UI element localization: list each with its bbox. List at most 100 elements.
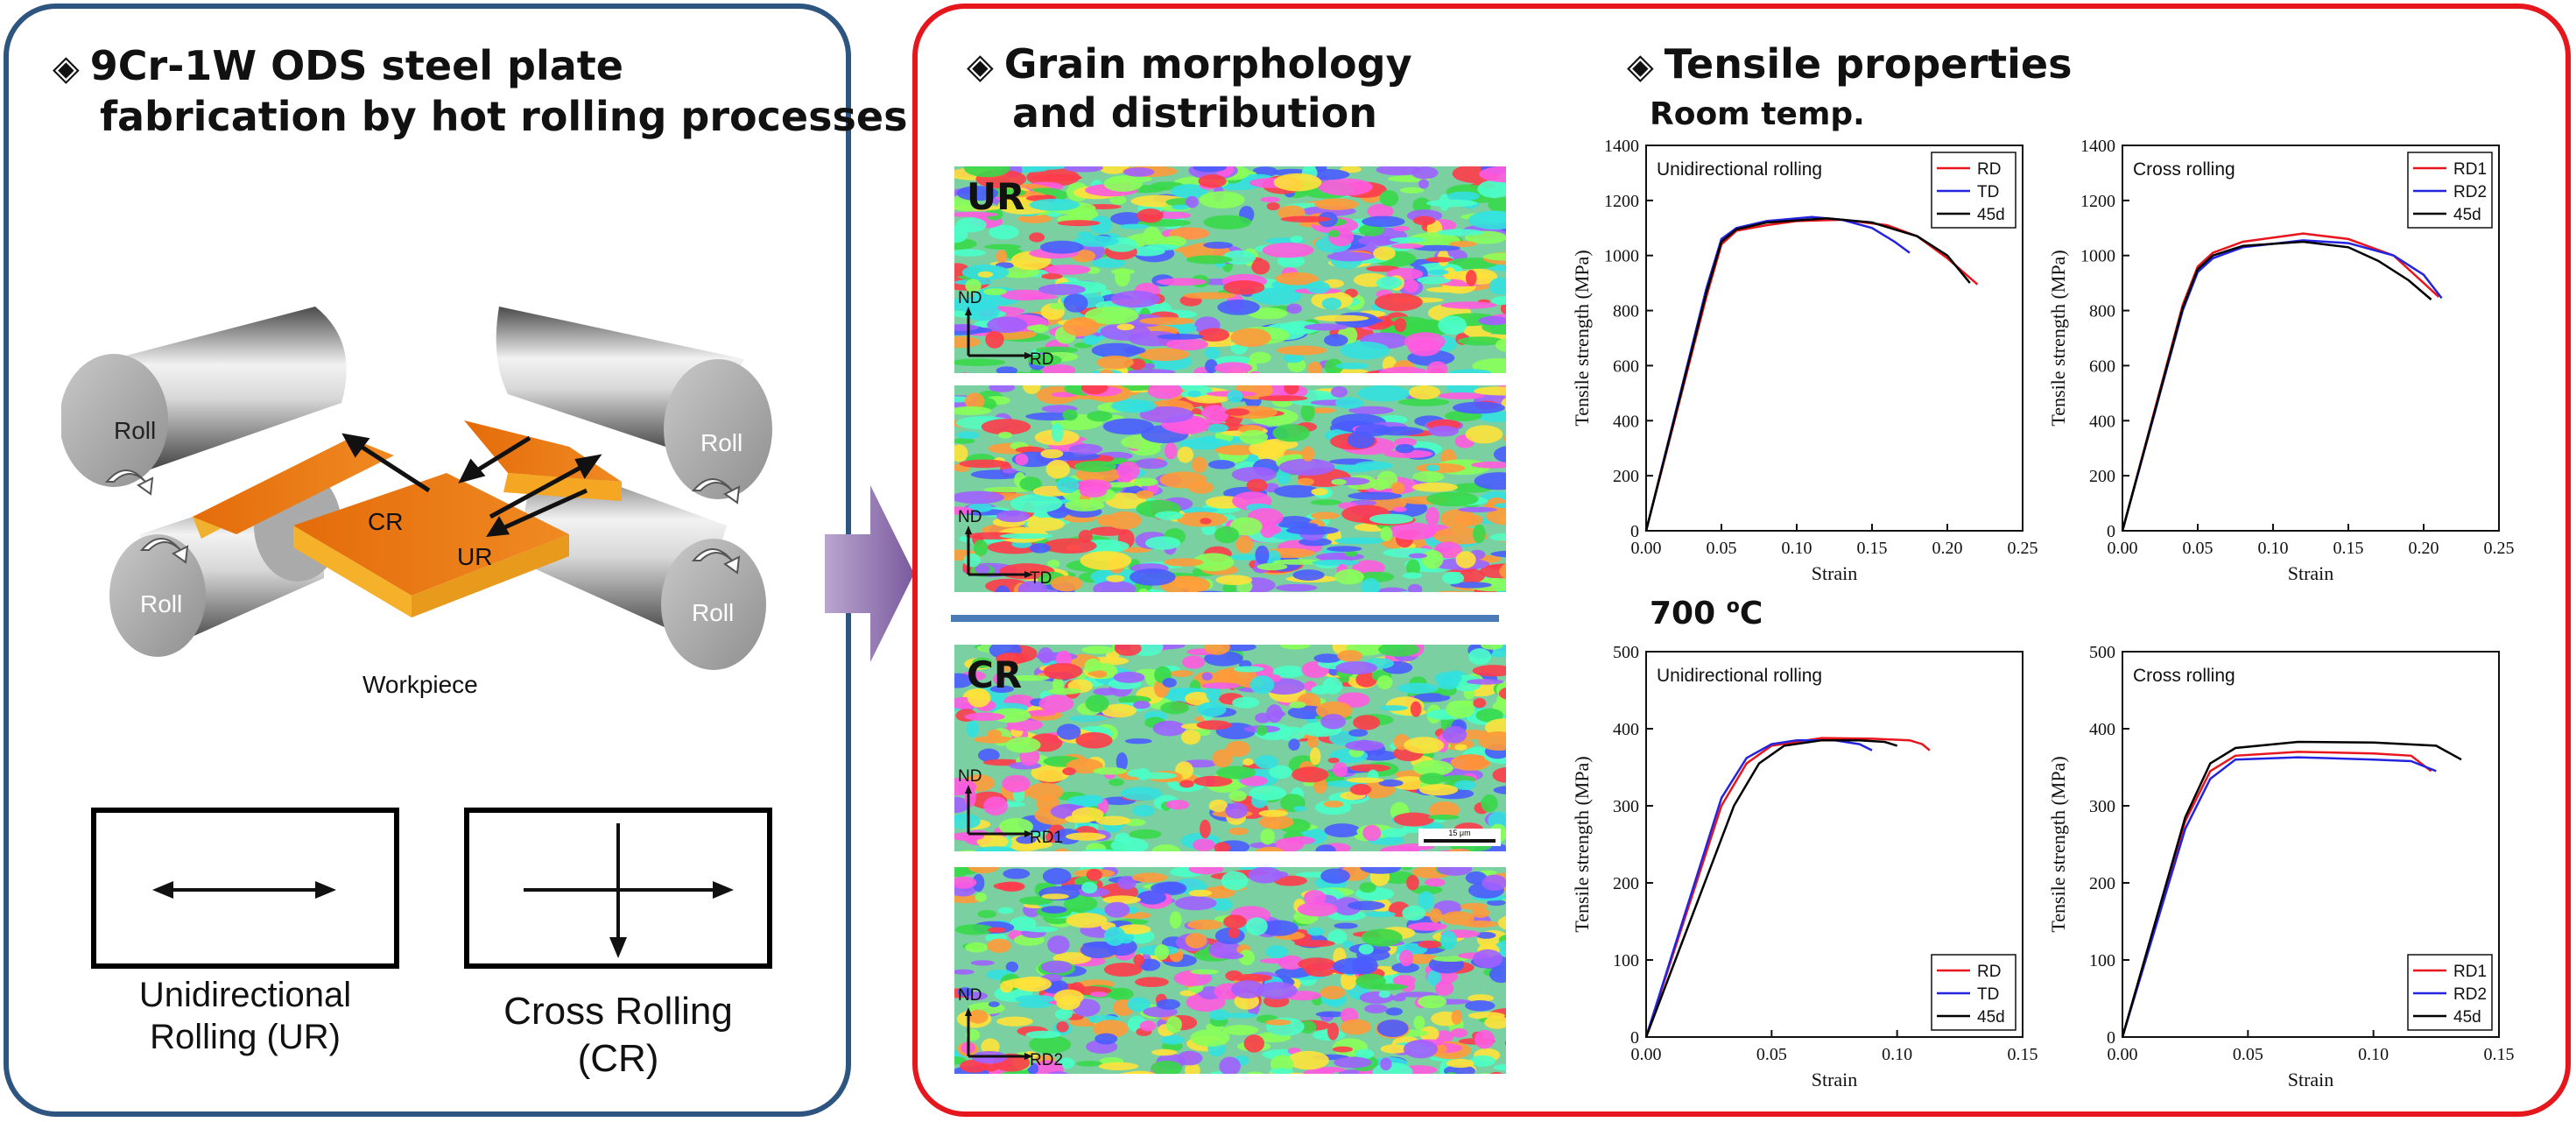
y-tick-label: 300: [2089, 797, 2115, 816]
roll-lower-left-face: [109, 534, 206, 657]
diamond-bullet-icon: ◈: [53, 48, 80, 88]
y-tick-label: 400: [1613, 412, 1639, 431]
chart-title: Unidirectional rolling: [1657, 666, 1822, 686]
legend-label: RD1: [2453, 963, 2487, 981]
x-tick-label: 0.20: [1932, 539, 1963, 558]
x-axis-label: Strain: [1812, 1069, 1858, 1090]
x-tick-label: 0.10: [1782, 539, 1812, 558]
x-tick-label: 0.00: [2108, 539, 2138, 558]
roll-label-upper-left: Roll: [114, 417, 157, 444]
tensile-heading-text: Tensile properties: [1664, 40, 2073, 88]
ur-tag: UR: [967, 175, 1025, 218]
chart-title: Cross rolling: [2133, 666, 2235, 686]
flow-arrow-icon: [825, 485, 914, 662]
series-line-RD2: [2121, 756, 2437, 1038]
axis-arrows-icon: [965, 307, 1033, 359]
cr-caption-line1: Cross Rolling: [503, 990, 733, 1033]
nd-axis-label: ND: [958, 986, 982, 1005]
axis-arrows-icon: [965, 1007, 1033, 1060]
x-tick-label: 0.20: [2409, 539, 2439, 558]
x-tick-label: 0.15: [2333, 539, 2364, 558]
y-tick-label: 500: [2089, 643, 2115, 662]
y-tick-label: 500: [1613, 643, 1639, 662]
workpiece-label: Workpiece: [362, 671, 478, 698]
cr-tag: CR: [967, 653, 1023, 696]
x-tick-label: 0.00: [1631, 1045, 1662, 1064]
degree-mark: o: [1726, 596, 1740, 617]
cross-arrow-icon: [524, 823, 734, 958]
legend-label: 45d: [1977, 1008, 2005, 1027]
ebsd-divider: [951, 615, 1499, 622]
chart-700c-cross: 0.00 0.05 0.10 0.15 0 100 200 300 400 500 Strain Te…: [2047, 643, 2515, 1090]
legend-label: 45d: [2453, 1008, 2481, 1027]
x-tick-label: 0.10: [1882, 1045, 1912, 1064]
y-tick-label: 100: [1613, 951, 1639, 970]
legend-label: RD2: [2453, 985, 2487, 1004]
ur-caption-line2: Rolling (UR): [150, 1018, 341, 1056]
grain-heading: ◈ Grain morphology: [967, 39, 1412, 92]
legend-label: TD: [1977, 183, 1999, 201]
y-axis-label: Tensile strength (MPa): [2047, 756, 2069, 932]
y-tick-label: 200: [1613, 467, 1639, 486]
y-tick-label: 0: [1630, 1028, 1639, 1048]
y-tick-label: 600: [2089, 356, 2115, 376]
y-tick-label: 100: [2089, 951, 2115, 970]
y-tick-label: 800: [2089, 302, 2115, 321]
chart-title: Cross rolling: [2133, 159, 2235, 180]
y-tick-label: 200: [2089, 874, 2115, 893]
ebsd-map-ur-rd: UR ND RD: [954, 166, 1506, 373]
roll-label-upper-right: Roll: [700, 429, 743, 456]
tensile-heading: ◈ Tensile properties: [1627, 39, 2072, 92]
series-line-TD: [1644, 738, 1873, 1038]
ur-label: UR: [457, 543, 493, 570]
ebsd-map-ur-td: ND TD: [954, 385, 1506, 592]
legend-label: RD2: [2453, 183, 2487, 201]
y-axis-label: Tensile strength (MPa): [1571, 250, 1593, 426]
cr-schematic-box: [464, 808, 772, 969]
high-temp-unit: C: [1739, 596, 1763, 632]
x-tick-label: 0.05: [2233, 1045, 2263, 1064]
y-axis-label: Tensile strength (MPa): [1571, 756, 1593, 932]
diamond-bullet-icon: ◈: [967, 46, 994, 87]
high-temp-number: 700: [1650, 596, 1727, 632]
chart-700c-unidirectional: 0.00 0.05 0.10 0.15 0 100 200 300 400 500 Strain Te…: [1571, 643, 2038, 1090]
ebsd-map-cr-rd1: CR ND RD1 15 μm: [954, 645, 1506, 851]
x-tick-label: 0.10: [2258, 539, 2289, 558]
cr-label: CR: [368, 508, 404, 535]
grain-heading-line2: and distribution: [1012, 89, 1378, 137]
rd2-axis-label: RD2: [1030, 1051, 1064, 1069]
y-tick-label: 300: [1613, 797, 1639, 816]
rolling-mill-illustration: [61, 307, 772, 670]
x-tick-label: 0.05: [2183, 539, 2214, 558]
x-tick-label: 0.25: [2008, 539, 2038, 558]
chart-rt-cross: 0.00 0.05 0.10 0.15 0.20 0.25 0 200 400 600 800 100…: [2047, 137, 2515, 584]
ur-caption: Unidirectional Rolling (UR): [88, 974, 403, 1058]
legend-label: RD1: [2453, 160, 2487, 179]
chart-title: Unidirectional rolling: [1657, 159, 1822, 180]
y-tick-label: 400: [1613, 720, 1639, 739]
rd-axis-label: RD: [1030, 350, 1054, 369]
y-tick-label: 1200: [2080, 192, 2115, 211]
rotation-arrow-icon: [104, 469, 741, 575]
nd-axis-label: ND: [958, 508, 982, 526]
x-axis-label: Strain: [1812, 562, 1858, 584]
room-temp-label: Room temp.: [1650, 96, 1865, 132]
series-line-RD: [1644, 737, 1931, 1038]
x-tick-label: 0.25: [2484, 539, 2515, 558]
y-tick-label: 0: [1630, 522, 1639, 541]
x-tick-label: 0.00: [1631, 539, 1662, 558]
y-tick-label: 200: [2089, 467, 2115, 486]
y-tick-label: 400: [2089, 412, 2115, 431]
legend-label: 45d: [1977, 206, 2005, 224]
scale-bar: 15 μm: [1418, 829, 1501, 846]
y-tick-label: 800: [1613, 302, 1639, 321]
workpiece: [193, 420, 622, 617]
diamond-bullet-icon: ◈: [1627, 46, 1654, 87]
y-tick-label: 1000: [2080, 247, 2115, 266]
series-line-45d: [2121, 240, 2432, 532]
y-tick-label: 1200: [1604, 192, 1639, 211]
ebsd-map-cr-rd2: ND RD2: [954, 867, 1506, 1074]
y-tick-label: 1400: [2080, 137, 2115, 156]
axis-arrows-icon: [965, 785, 1033, 837]
series-line-45d: [1644, 217, 1971, 532]
